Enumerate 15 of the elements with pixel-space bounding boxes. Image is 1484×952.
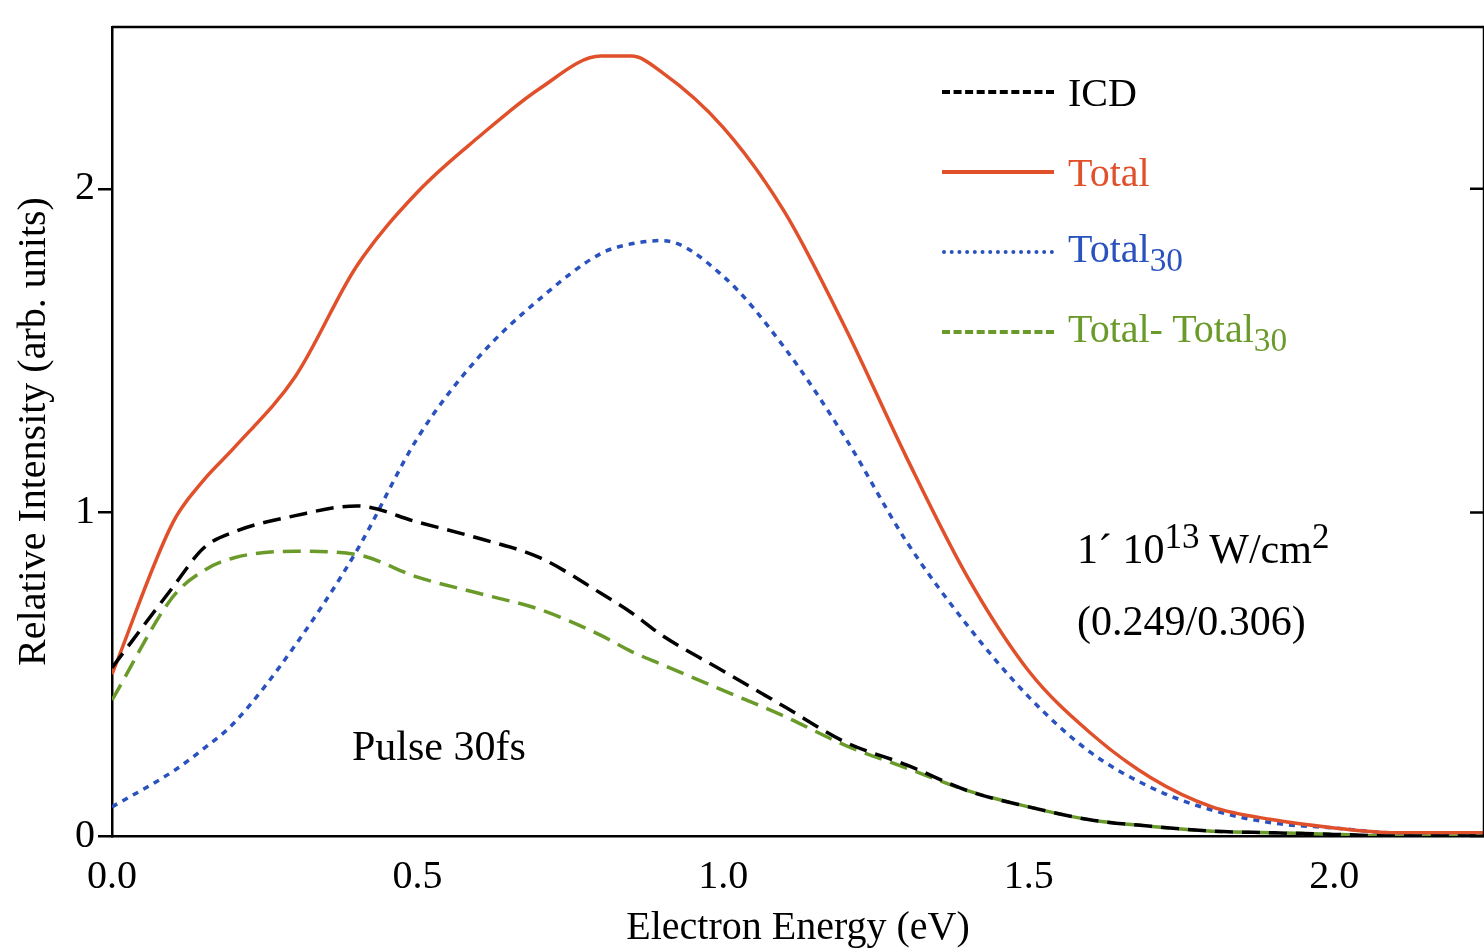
x-tick-label: 0.5 <box>392 851 443 897</box>
legend-label: Total$_{30}$ <box>1068 225 1183 279</box>
annotation: Pulse 30fs <box>352 722 526 770</box>
y-tick-label: 1 <box>75 486 95 532</box>
y-tick-label: 2 <box>75 163 95 209</box>
x-tick-label: 1.5 <box>1003 851 1054 897</box>
x-tick-label: 1.0 <box>698 851 749 897</box>
x-tick-label: 2.0 <box>1309 851 1360 897</box>
legend-label: Total <box>1068 148 1150 196</box>
y-axis-title: Relative Intensity (arb. units) <box>8 197 54 666</box>
legend-label: Total- Total$_{30}$ <box>1068 305 1288 359</box>
x-axis-title: Electron Energy (eV) <box>626 902 970 948</box>
legend-label: ICD <box>1068 68 1137 116</box>
annotation: 1´ 10$^{13}$ W/cm$^{2}$ <box>1077 517 1330 573</box>
annotation: (0.249/0.306) <box>1077 597 1306 645</box>
